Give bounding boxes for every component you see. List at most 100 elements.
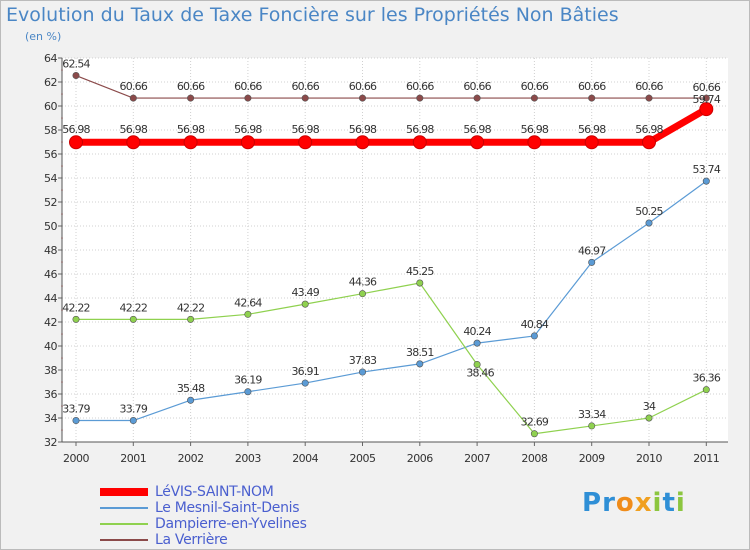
line-chart: 32 34 36 38 40 42 44 46 48 50 52 54 56 58 60 62 64 2000 20…	[44, 52, 728, 465]
y-tick-label: 64	[44, 52, 57, 65]
series-point-3	[358, 290, 366, 298]
x-tick-label: 2005	[350, 452, 376, 465]
data-label: 60.66	[291, 80, 319, 93]
data-label: 43.49	[291, 286, 319, 299]
data-label: 42.22	[120, 301, 148, 314]
legend-swatch	[100, 539, 148, 541]
y-tick-label: 32	[44, 436, 57, 449]
data-label: 36.36	[693, 372, 721, 385]
y-tick-label: 60	[44, 100, 57, 113]
series-point-1	[69, 135, 83, 150]
series-point-2	[358, 368, 366, 376]
y-tick-label: 50	[44, 220, 57, 233]
data-label: 53.74	[693, 163, 721, 176]
series-point-1	[240, 135, 255, 150]
data-label: 60.66	[120, 80, 148, 93]
series-point-4	[645, 94, 653, 102]
data-label: 35.48	[177, 382, 205, 395]
series-point-4	[72, 72, 80, 80]
data-label: 56.98	[62, 123, 90, 136]
series-point-4	[301, 94, 309, 102]
data-label: 42.22	[177, 301, 205, 314]
data-label: 36.91	[291, 365, 319, 378]
y-tick-label: 58	[44, 124, 57, 137]
data-label: 37.83	[349, 354, 377, 367]
series-point-4	[358, 94, 366, 102]
series-point-4	[702, 94, 710, 102]
data-label: 56.98	[578, 123, 606, 136]
series-point-2	[645, 219, 653, 227]
data-label: 56.98	[120, 123, 148, 136]
series-point-1	[642, 135, 656, 150]
series-point-3	[473, 360, 481, 368]
legend-label: Le Mesnil-Saint-Denis	[155, 500, 300, 516]
data-label: 60.66	[521, 80, 549, 93]
data-label: 60.66	[406, 80, 434, 93]
data-label: 38.46	[466, 366, 494, 379]
series-line-1	[76, 106, 709, 146]
data-label: 56.98	[291, 123, 319, 136]
y-tick-label: 56	[44, 148, 57, 161]
data-label: 56.98	[463, 123, 491, 136]
chart-title: Evolution du Taux de Taxe Foncière sur l…	[6, 4, 619, 26]
x-tick-label: 2000	[63, 452, 89, 465]
y-tick-label: 62	[44, 76, 57, 89]
data-label: 38.51	[406, 346, 434, 359]
data-label: 40.84	[521, 318, 549, 331]
chart-subtitle: (en %)	[25, 30, 62, 43]
series-point-2	[187, 396, 195, 404]
data-label: 40.24	[463, 325, 491, 338]
series-point-3	[187, 315, 195, 323]
series-point-1	[183, 135, 198, 150]
series-point-3	[244, 310, 252, 318]
series-point-3	[645, 414, 653, 422]
legend-swatch	[100, 507, 148, 509]
data-label: 56.98	[234, 123, 262, 136]
series-point-4	[187, 94, 195, 102]
series-point-2	[72, 417, 80, 425]
proxiti-logo: Proxiti	[582, 488, 686, 518]
data-label: 33.34	[578, 408, 606, 421]
data-label: 60.66	[463, 80, 491, 93]
data-label: 56.98	[521, 123, 549, 136]
legend-swatch	[100, 523, 148, 525]
data-label: 42.22	[62, 301, 90, 314]
y-tick-label: 48	[44, 244, 57, 257]
series-point-2	[129, 417, 137, 425]
series-point-1	[527, 135, 542, 150]
series-point-2	[416, 360, 424, 368]
series-point-2	[473, 339, 481, 347]
series-point-3	[129, 315, 137, 323]
series-point-2	[301, 379, 309, 387]
y-tick-label: 34	[44, 412, 57, 425]
data-label: 46.97	[578, 244, 606, 257]
series-point-2	[530, 332, 538, 340]
series-point-3	[530, 430, 538, 438]
series-point-2	[702, 177, 710, 185]
series-point-4	[129, 94, 137, 102]
data-label: 60.66	[578, 80, 606, 93]
y-tick-label: 42	[44, 316, 57, 329]
data-label: 33.79	[62, 403, 90, 416]
series-point-3	[416, 279, 424, 287]
logo-letter: P	[582, 488, 603, 518]
data-label: 60.66	[234, 80, 262, 93]
x-tick-label: 2008	[521, 452, 547, 465]
series-point-4	[588, 94, 596, 102]
logo-letter: i	[675, 488, 686, 518]
y-tick-label: 44	[44, 292, 57, 305]
series-point-4	[473, 94, 481, 102]
y-tick-label: 46	[44, 268, 57, 281]
x-tick-label: 2003	[235, 452, 261, 465]
series-line-3	[76, 282, 707, 435]
x-tick-label: 2007	[464, 452, 490, 465]
series-point-2	[244, 388, 252, 396]
series-point-1	[355, 135, 370, 150]
data-label: 50.25	[635, 205, 663, 218]
y-tick-label: 36	[44, 388, 57, 401]
data-label: 60.66	[177, 80, 205, 93]
data-label: 56.98	[349, 123, 377, 136]
series-line-2	[76, 180, 707, 422]
series-point-1	[470, 135, 485, 150]
series-point-1	[699, 102, 714, 117]
